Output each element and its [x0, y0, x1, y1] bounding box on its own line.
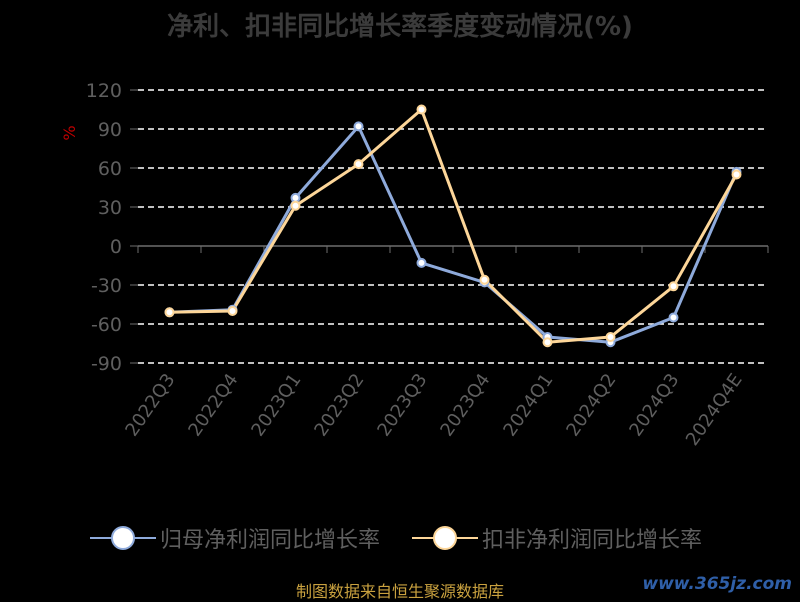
data-point-series-2[interactable] [668, 281, 679, 292]
data-point-series-2[interactable] [542, 337, 553, 348]
chart-title: 净利、扣非同比增长率季度变动情况(%) [167, 12, 633, 42]
legend-item-series-2[interactable]: 扣非净利润同比增长率 [410, 518, 702, 558]
legend-label-series-1: 归母净利润同比增长率 [160, 528, 381, 553]
legend-marker-series-1 [88, 518, 158, 558]
grid-lines [138, 89, 768, 364]
x-tick-label: 2024Q4E [682, 370, 747, 450]
x-tick-label: 2023Q3 [373, 370, 431, 441]
watermark: www.365jz.com [642, 574, 792, 594]
y-tick-label: -30 [91, 275, 122, 297]
series-line-1 [169, 124, 738, 344]
x-tick-label: 2023Q4 [436, 370, 494, 441]
legend: 归母净利润同比增长率 扣非净利润同比增长率 [0, 518, 800, 558]
source-note: 制图数据来自恒生聚源数据库 [295, 582, 504, 601]
legend-marker-series-2 [410, 518, 480, 558]
axes [130, 89, 769, 364]
data-point-series-2[interactable] [164, 307, 175, 318]
x-tick-label: 2024Q2 [562, 370, 620, 441]
y-axis-label: % [60, 125, 79, 140]
y-tick-label: -90 [91, 353, 122, 375]
x-tick-labels: 2022Q3 2022Q4 2023Q1 2023Q2 2023Q3 2023Q4 2024… [121, 370, 746, 450]
data-point-series-1[interactable] [416, 257, 427, 268]
legend-label-series-2: 扣非净利润同比增长率 [482, 528, 703, 553]
y-tick-label: 0 [110, 236, 122, 258]
series-lines [164, 104, 742, 348]
x-tick-label: 2024Q1 [499, 370, 557, 441]
legend-item-series-1[interactable]: 归母净利润同比增长率 [88, 518, 380, 558]
y-tick-label: -60 [91, 314, 122, 336]
data-point-series-2[interactable] [353, 159, 364, 170]
y-tick-labels: 120 90 60 30 0 -30 -60 -90 [86, 80, 122, 375]
data-point-series-2[interactable] [731, 169, 742, 180]
data-point-series-2[interactable] [290, 200, 301, 211]
x-tick-label: 2023Q2 [310, 370, 368, 441]
data-point-series-1[interactable] [668, 312, 679, 323]
data-point-series-2[interactable] [416, 104, 427, 115]
series-line-2 [169, 108, 738, 344]
x-tick-label: 2022Q3 [121, 370, 179, 441]
y-tick-label: 120 [86, 80, 122, 102]
y-tick-label: 90 [98, 119, 122, 141]
data-point-series-2[interactable] [479, 274, 490, 285]
y-tick-label: 30 [98, 197, 122, 219]
data-point-series-1[interactable] [353, 121, 364, 132]
data-point-series-2[interactable] [227, 306, 238, 316]
data-point-series-2[interactable] [605, 332, 616, 342]
x-tick-label: 2024Q3 [625, 370, 683, 441]
x-tick-label: 2023Q1 [247, 370, 305, 441]
y-tick-label: 60 [98, 158, 122, 180]
x-tick-label: 2022Q4 [184, 370, 242, 441]
